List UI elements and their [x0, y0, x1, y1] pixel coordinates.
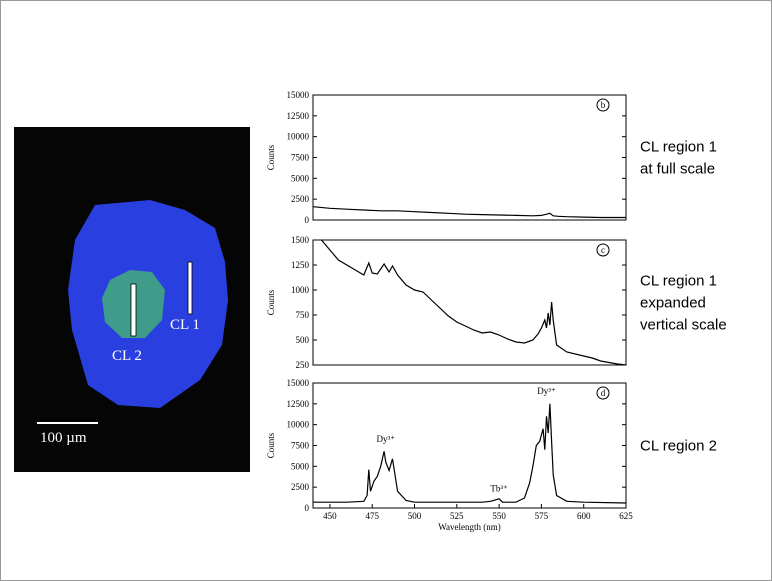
y-tick-label: 0 — [305, 503, 310, 513]
x-tick-label: 600 — [577, 511, 591, 521]
panel-badge — [596, 98, 610, 112]
caption: CL region 1 — [640, 139, 717, 156]
y-tick-label: 500 — [296, 335, 310, 345]
y-tick-label: 1500 — [291, 235, 310, 245]
caption: CL region 2 — [640, 438, 717, 455]
x-tick-label: 525 — [450, 511, 464, 521]
label-cl1: CL 1 — [170, 317, 200, 333]
y-tick-label: 2500 — [291, 482, 310, 492]
y-tick-label: 7500 — [291, 441, 310, 451]
micrograph: CL 1 CL 2 100 µm — [14, 127, 250, 472]
x-tick-label: 500 — [408, 511, 422, 521]
y-tick-label: 12500 — [287, 399, 310, 409]
x-tick-label: 625 — [619, 511, 633, 521]
y-tick-label: 5000 — [291, 173, 310, 183]
y-tick-label: 250 — [296, 360, 310, 370]
panel-letter: b — [601, 100, 606, 110]
y-axis-label: Counts — [266, 432, 276, 458]
y-tick-label: 15000 — [287, 90, 310, 100]
y-axis-label: Counts — [266, 289, 276, 315]
panel-letter: c — [601, 245, 605, 255]
y-tick-label: 1000 — [291, 285, 310, 295]
x-tick-label: 550 — [492, 511, 506, 521]
x-tick-label: 450 — [323, 511, 337, 521]
spectrum — [313, 403, 627, 504]
annotation: Dy³⁺ — [537, 386, 556, 396]
caption: CL region 1 — [640, 273, 717, 290]
scale-label: 100 µm — [40, 430, 87, 446]
panel-badge — [596, 243, 610, 257]
y-tick-label: 2500 — [291, 194, 310, 204]
caption: expanded — [640, 295, 706, 312]
annotation: Dy³⁺ — [377, 434, 396, 444]
annotation: Tb³⁺ — [490, 483, 508, 493]
x-tick-label: 475 — [365, 511, 379, 521]
y-tick-label: 10000 — [287, 420, 310, 430]
y-axis-label: Counts — [266, 144, 276, 170]
cl1-line — [187, 261, 193, 315]
plot-frame — [312, 239, 627, 366]
cl2-line — [130, 283, 137, 337]
y-tick-label: 0 — [305, 215, 310, 225]
y-tick-label: 750 — [296, 310, 310, 320]
spectrum — [312, 206, 626, 219]
spectrum — [321, 239, 627, 366]
y-tick-label: 5000 — [291, 461, 310, 471]
x-tick-label: 575 — [535, 511, 549, 521]
y-tick-label: 12500 — [287, 111, 310, 121]
y-tick-label: 10000 — [287, 132, 310, 142]
y-tick-label: 15000 — [287, 378, 310, 388]
y-tick-label: 7500 — [291, 153, 310, 163]
x-axis-label: Wavelength (nm) — [438, 522, 501, 532]
caption: at full scale — [640, 161, 715, 178]
label-cl2: CL 2 — [112, 348, 142, 364]
panel-letter: d — [601, 388, 606, 398]
panel-badge — [596, 386, 610, 400]
y-tick-label: 1250 — [291, 260, 310, 270]
caption: vertical scale — [640, 317, 727, 334]
